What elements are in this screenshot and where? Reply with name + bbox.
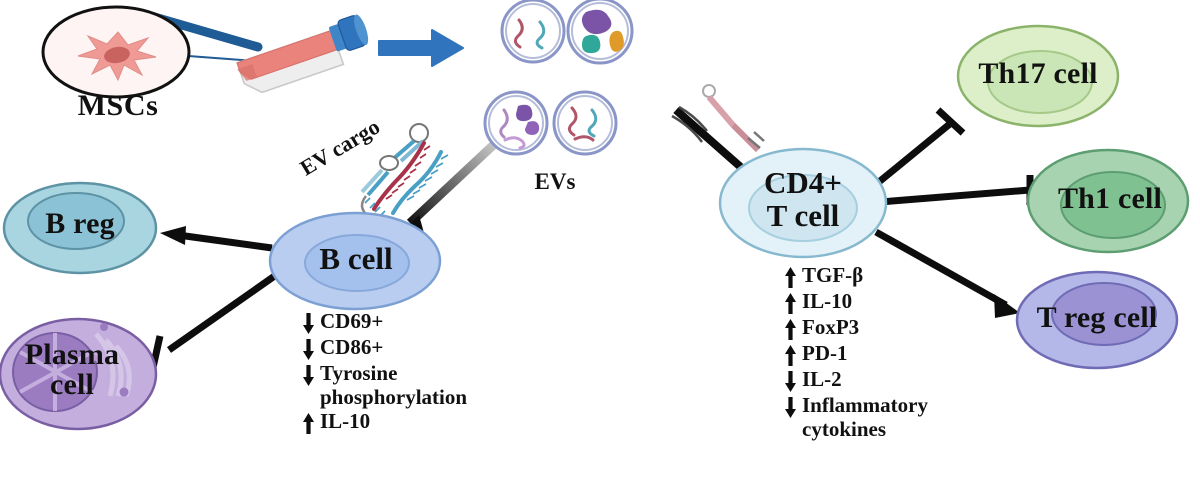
cd4-tcell-label: CD4+ T cell <box>764 165 842 233</box>
arrow-up-icon <box>782 343 799 368</box>
cell-b-cell[interactable] <box>268 211 442 311</box>
arrow-down-icon <box>300 337 317 362</box>
marker-row: TGF-β <box>782 263 942 290</box>
evs-label: EVs <box>534 169 576 194</box>
marker-row: IL-10 <box>782 289 942 316</box>
ev-cargo-rna-icon <box>360 123 449 217</box>
marker-row: Inflammatory cytokines <box>782 393 942 441</box>
marker-row: FoxP3 <box>782 315 942 342</box>
marker-label: TGF-β <box>802 263 864 287</box>
th17-label: Th17 cell <box>978 57 1098 90</box>
marker-label: Inflammatory cytokines <box>802 393 928 441</box>
marker-row: PD-1 <box>782 341 942 368</box>
arrow-down-icon <box>300 363 317 388</box>
cell-b-reg[interactable] <box>2 181 158 275</box>
arrow-up-icon <box>300 411 317 436</box>
extracellular-vesicle-icon <box>483 90 549 156</box>
cd4-tcell-marker-list: TGF-β IL-10 FoxP3 PD-1 IL-2 Inflammatory cyto… <box>782 263 942 442</box>
arrow-up-icon <box>782 291 799 316</box>
cell-th1[interactable] <box>1026 148 1190 254</box>
cell-cd4-tcell[interactable] <box>718 147 888 259</box>
blue-block-arrow-icon <box>378 29 464 67</box>
b-cell-marker-list: CD69+ CD86+ Tyrosine phosphorylation IL-10 <box>300 309 485 436</box>
b-cell-label: B cell <box>319 241 393 276</box>
treg-label: T reg cell <box>1036 301 1158 334</box>
cd4-label-line2: T cell <box>766 197 840 233</box>
marker-label: CD69+ <box>320 309 384 333</box>
extracellular-vesicle-icon <box>500 0 566 64</box>
marker-label: Tyrosine phosphorylation <box>320 361 468 409</box>
cd4-label-line1: CD4+ <box>764 165 842 200</box>
marker-row: Tyrosine phosphorylation <box>300 361 485 409</box>
marker-label: IL-10 <box>320 409 371 434</box>
cell-th17[interactable] <box>956 24 1120 128</box>
th1-label: Th1 cell <box>1057 182 1163 215</box>
marker-label: PD-1 <box>802 341 848 365</box>
marker-row: IL-2 <box>782 367 942 394</box>
cell-plasma[interactable] <box>0 317 158 431</box>
plasma-label-line1: Plasma <box>24 338 120 371</box>
arrow-up-icon <box>782 265 799 290</box>
cell-treg[interactable] <box>1015 270 1179 370</box>
arrow-down-icon <box>782 395 799 420</box>
b-reg-label: B reg <box>45 207 115 240</box>
arrow-down-icon <box>300 311 317 336</box>
marker-label: IL-2 <box>802 367 842 391</box>
mscs-label: MSCs <box>77 89 159 122</box>
marker-label: IL-10 <box>802 289 853 313</box>
marker-row: CD86+ <box>300 335 485 362</box>
culture-flask-icon <box>236 14 369 94</box>
extracellular-vesicle-icon <box>566 0 634 65</box>
plasma-cell-label: Plasma cell <box>25 340 120 400</box>
msc-magnifier-icon <box>41 5 191 99</box>
marker-row: CD69+ <box>300 309 485 336</box>
extracellular-vesicle-icon <box>552 90 618 156</box>
marker-label: FoxP3 <box>802 315 860 339</box>
ev-rna-cargo-icon <box>671 84 765 153</box>
arrow-up-icon <box>782 317 799 342</box>
marker-label: CD86+ <box>320 335 384 359</box>
marker-row: IL-10 <box>300 410 485 435</box>
arrow-down-icon <box>782 369 799 394</box>
plasma-label-line2: cell <box>49 368 95 401</box>
arrow-cd4-to-th17 <box>871 107 966 189</box>
arrow-cd4-to-treg <box>874 228 1020 318</box>
arrow-b-cell-to-b-reg <box>160 226 273 252</box>
